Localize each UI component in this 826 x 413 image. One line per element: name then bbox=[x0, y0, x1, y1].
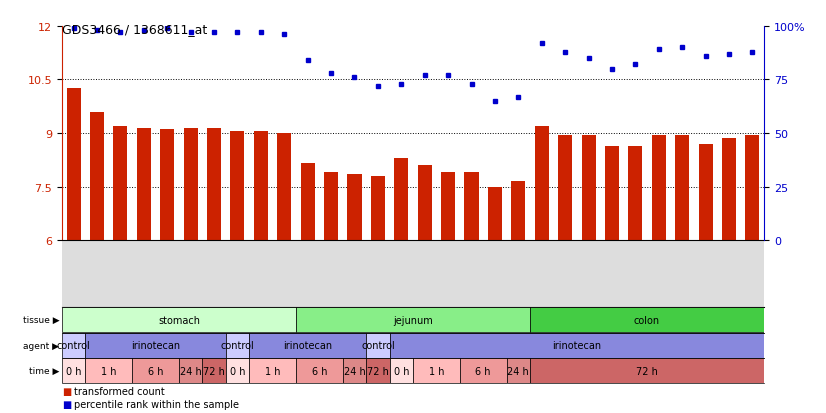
Bar bbox=[582, 135, 596, 240]
Bar bbox=[62, 358, 85, 383]
Bar bbox=[225, 333, 249, 358]
Text: 72 h: 72 h bbox=[203, 366, 225, 376]
Text: control: control bbox=[221, 340, 254, 350]
Bar bbox=[460, 358, 506, 383]
Text: 72 h: 72 h bbox=[367, 366, 389, 376]
Bar bbox=[230, 132, 244, 240]
Bar bbox=[413, 358, 460, 383]
Text: 24 h: 24 h bbox=[344, 366, 365, 376]
Text: ■: ■ bbox=[62, 399, 71, 409]
Text: ■: ■ bbox=[62, 386, 71, 396]
Text: 72 h: 72 h bbox=[636, 366, 658, 376]
Text: 0 h: 0 h bbox=[66, 366, 82, 376]
Bar bbox=[343, 358, 366, 383]
Bar bbox=[179, 358, 202, 383]
Text: 1 h: 1 h bbox=[429, 366, 444, 376]
Bar bbox=[207, 128, 221, 240]
Text: control: control bbox=[57, 340, 91, 350]
Text: 24 h: 24 h bbox=[180, 366, 202, 376]
Bar bbox=[202, 358, 225, 383]
Bar bbox=[62, 333, 85, 358]
Text: agent ▶: agent ▶ bbox=[23, 341, 59, 350]
Text: 6 h: 6 h bbox=[311, 366, 327, 376]
Bar bbox=[160, 130, 174, 240]
Bar bbox=[394, 159, 408, 240]
Text: 1 h: 1 h bbox=[101, 366, 116, 376]
Text: 0 h: 0 h bbox=[393, 366, 409, 376]
Text: irinotecan: irinotecan bbox=[553, 340, 601, 350]
Text: 1 h: 1 h bbox=[265, 366, 280, 376]
Bar bbox=[390, 333, 764, 358]
Bar bbox=[371, 176, 385, 240]
Bar bbox=[511, 182, 525, 240]
Bar bbox=[534, 126, 548, 240]
Bar bbox=[605, 146, 619, 240]
Text: 0 h: 0 h bbox=[230, 366, 245, 376]
Text: tissue ▶: tissue ▶ bbox=[23, 316, 59, 325]
Bar bbox=[488, 187, 502, 240]
Bar bbox=[629, 146, 643, 240]
Bar bbox=[132, 358, 179, 383]
Bar bbox=[652, 135, 666, 240]
Bar bbox=[67, 89, 81, 240]
Bar bbox=[85, 333, 225, 358]
Bar bbox=[699, 145, 713, 240]
Bar bbox=[137, 128, 151, 240]
Bar bbox=[113, 126, 127, 240]
Bar bbox=[530, 308, 764, 332]
Text: percentile rank within the sample: percentile rank within the sample bbox=[74, 399, 240, 409]
Text: irinotecan: irinotecan bbox=[131, 340, 180, 350]
Bar bbox=[301, 164, 315, 240]
Text: time ▶: time ▶ bbox=[29, 366, 59, 375]
Bar bbox=[366, 333, 390, 358]
Bar bbox=[296, 358, 343, 383]
Bar bbox=[278, 134, 292, 240]
Bar bbox=[722, 139, 736, 240]
Bar bbox=[90, 112, 104, 240]
Text: jejunum: jejunum bbox=[393, 315, 433, 325]
Bar bbox=[418, 166, 432, 240]
Bar bbox=[348, 175, 362, 240]
Text: stomach: stomach bbox=[158, 315, 200, 325]
Bar bbox=[324, 173, 338, 240]
Bar bbox=[441, 173, 455, 240]
Bar bbox=[464, 173, 478, 240]
Text: control: control bbox=[361, 340, 395, 350]
Text: 6 h: 6 h bbox=[476, 366, 491, 376]
Bar bbox=[249, 358, 296, 383]
Text: colon: colon bbox=[634, 315, 660, 325]
Bar bbox=[183, 128, 197, 240]
Text: transformed count: transformed count bbox=[74, 386, 165, 396]
Bar bbox=[745, 135, 759, 240]
Bar bbox=[530, 358, 764, 383]
Bar bbox=[62, 308, 296, 332]
Bar bbox=[225, 358, 249, 383]
Bar bbox=[390, 358, 413, 383]
Bar bbox=[296, 308, 530, 332]
Bar bbox=[675, 135, 689, 240]
Bar bbox=[506, 358, 530, 383]
Bar bbox=[254, 132, 268, 240]
Text: irinotecan: irinotecan bbox=[283, 340, 332, 350]
Bar bbox=[249, 333, 366, 358]
Bar bbox=[558, 135, 572, 240]
Bar bbox=[366, 358, 390, 383]
Text: GDS3466 / 1368611_at: GDS3466 / 1368611_at bbox=[62, 23, 207, 36]
Text: 24 h: 24 h bbox=[507, 366, 529, 376]
Text: 6 h: 6 h bbox=[148, 366, 164, 376]
Bar bbox=[85, 358, 132, 383]
